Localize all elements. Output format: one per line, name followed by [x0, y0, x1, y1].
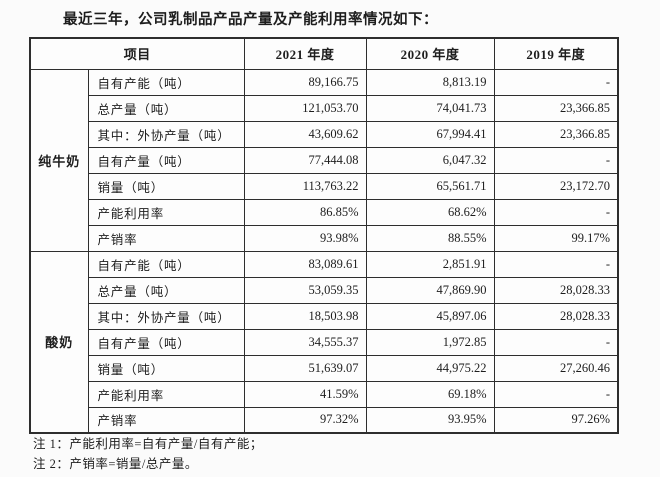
row-label: 自有产能（吨）: [87, 68, 245, 96]
document-title: 最近三年，公司乳制品产品产量及产能利用率情况如下：: [63, 12, 438, 28]
table-row: 其中：外协产量（吨） 18,503.98 45,897.06 28,028.33: [30, 302, 619, 330]
column-header-2019: 2019 年度: [493, 37, 619, 70]
row-label: 自有产能（吨）: [87, 250, 245, 278]
value-2021: 77,444.08: [243, 146, 367, 174]
value-2020: 67,994.41: [365, 120, 495, 148]
row-label: 总产量（吨）: [87, 94, 245, 122]
value-2020: 6,047.32: [365, 146, 495, 174]
row-label: 自有产量（吨）: [87, 328, 245, 356]
value-2019: -: [493, 380, 619, 408]
value-2021: 53,059.35: [243, 276, 367, 304]
table-row: 销量（吨） 51,639.07 44,975.22 27,260.46: [30, 354, 619, 382]
value-2021: 34,555.37: [243, 328, 367, 356]
value-2020: 2,851.91: [365, 250, 495, 278]
table-row: 产销率 93.98% 88.55% 99.17%: [30, 224, 619, 252]
value-2019: -: [493, 250, 619, 278]
table-row: 自有产量（吨） 77,444.08 6,047.32 -: [30, 146, 619, 174]
row-label: 产销率: [87, 406, 245, 434]
table-row: 总产量（吨） 121,053.70 74,041.73 23,366.85: [30, 94, 619, 122]
footnote-1: 注 1：产能利用率=自有产量/自有产能；: [33, 437, 263, 451]
row-label: 产能利用率: [87, 198, 245, 226]
value-2019: 23,366.85: [493, 120, 619, 148]
production-capacity-table: 项目 2021 年度 2020 年度 2019 年度 纯牛奶 自有产能（吨） 8…: [29, 37, 620, 434]
table-row: 纯牛奶 自有产能（吨） 89,166.75 8,813.19 -: [29, 68, 619, 252]
value-2021: 51,639.07: [243, 354, 367, 382]
value-2021: 43,609.62: [243, 120, 367, 148]
value-2021: 86.85%: [243, 198, 367, 226]
value-2019: -: [493, 146, 619, 174]
value-2019: 99.17%: [493, 224, 619, 252]
table-row: 产能利用率 86.85% 68.62% -: [30, 198, 619, 226]
row-label: 自有产量（吨）: [87, 146, 245, 174]
value-2019: 27,260.46: [493, 354, 619, 382]
row-label: 总产量（吨）: [87, 276, 245, 304]
table-header-row: 项目 2021 年度 2020 年度 2019 年度: [29, 37, 619, 70]
value-2021: 83,089.61: [243, 250, 367, 278]
value-2020: 69.18%: [365, 380, 495, 408]
value-2021: 41.59%: [243, 380, 367, 408]
value-2019: 23,172.70: [493, 172, 619, 200]
row-label: 产能利用率: [87, 380, 245, 408]
table-row: 总产量（吨） 53,059.35 47,869.90 28,028.33: [30, 276, 619, 304]
column-header-2020: 2020 年度: [365, 37, 495, 70]
value-2020: 65,561.71: [365, 172, 495, 200]
column-header-2021: 2021 年度: [243, 37, 367, 70]
value-2021: 113,763.22: [243, 172, 367, 200]
footnotes: 注 1：产能利用率=自有产量/自有产能； 注 2：产销率=销量/总产量。: [33, 434, 263, 474]
row-label: 其中：外协产量（吨）: [87, 120, 245, 148]
value-2021: 121,053.70: [243, 94, 367, 122]
table-row: 销量（吨） 113,763.22 65,561.71 23,172.70: [30, 172, 619, 200]
row-label: 产销率: [87, 224, 245, 252]
value-2021: 89,166.75: [243, 68, 367, 96]
value-2020: 47,869.90: [365, 276, 495, 304]
value-2019: -: [493, 198, 619, 226]
value-2019: 28,028.33: [493, 302, 619, 330]
row-label: 销量（吨）: [87, 354, 245, 382]
value-2019: -: [493, 328, 619, 356]
column-header-item: 项目: [29, 37, 245, 70]
table-row: 其中：外协产量（吨） 43,609.62 67,994.41 23,366.85: [30, 120, 619, 148]
value-2020: 68.62%: [365, 198, 495, 226]
category-cell-yogurt: 酸奶: [29, 250, 89, 434]
value-2021: 97.32%: [243, 406, 367, 434]
value-2019: 23,366.85: [493, 94, 619, 122]
row-label: 其中：外协产量（吨）: [87, 302, 245, 330]
value-2020: 88.55%: [365, 224, 495, 252]
value-2021: 18,503.98: [243, 302, 367, 330]
value-2020: 1,972.85: [365, 328, 495, 356]
footnote-2: 注 2：产销率=销量/总产量。: [33, 457, 198, 471]
table-row: 产能利用率 41.59% 69.18% -: [30, 380, 619, 408]
value-2020: 44,975.22: [365, 354, 495, 382]
value-2020: 45,897.06: [365, 302, 495, 330]
category-cell-pure-milk: 纯牛奶: [29, 68, 89, 252]
value-2019: 97.26%: [493, 406, 619, 434]
table-row: 酸奶 自有产能（吨） 83,089.61 2,851.91 -: [29, 250, 619, 434]
value-2021: 93.98%: [243, 224, 367, 252]
value-2019: -: [493, 68, 619, 96]
value-2019: 28,028.33: [493, 276, 619, 304]
value-2020: 8,813.19: [365, 68, 495, 96]
value-2020: 74,041.73: [365, 94, 495, 122]
value-2020: 93.95%: [365, 406, 495, 434]
table-row: 自有产量（吨） 34,555.37 1,972.85 -: [30, 328, 619, 356]
table-row: 产销率 97.32% 93.95% 97.26%: [30, 406, 619, 434]
row-label: 销量（吨）: [87, 172, 245, 200]
